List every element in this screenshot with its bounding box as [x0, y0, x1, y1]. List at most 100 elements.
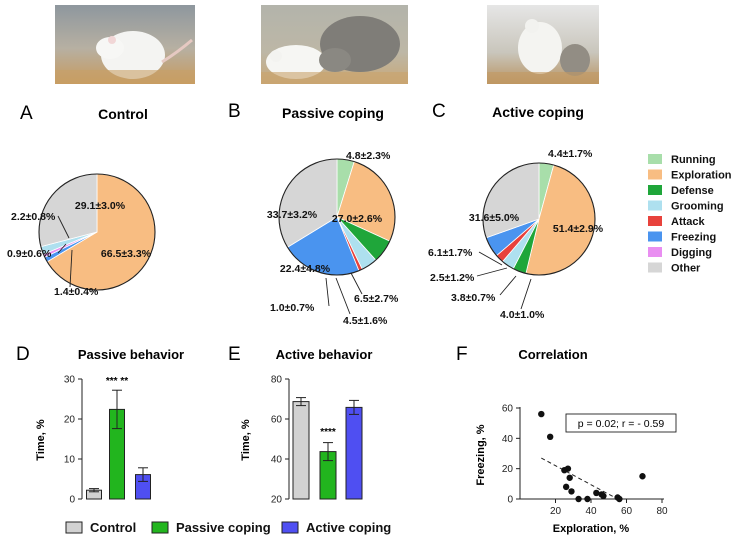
x-axis-label: Exploration, % [553, 523, 630, 535]
pie-label: 4.4±1.7% [548, 148, 593, 160]
y-tick-label: 60 [502, 404, 514, 415]
bar-chart-active-behavior: Time, % 20 40 60 80 **** [240, 375, 363, 506]
pie-label: 1.0±0.7% [270, 302, 315, 314]
y-tick-label: 20 [502, 464, 514, 475]
leader-line [57, 243, 67, 254]
scatter-point [575, 495, 582, 503]
y-tick-label: 60 [271, 415, 283, 426]
pie-chart-active [482, 162, 596, 276]
group-legend-label: Control [90, 520, 136, 535]
photo-active [487, 5, 599, 84]
pie-label: 1.4±0.4% [54, 286, 99, 298]
pie-label: 4.8±2.3% [346, 150, 391, 162]
bars-d: 0 10 20 30 [64, 375, 151, 506]
legend-label: Freezing [671, 232, 716, 244]
y-tick-label: 20 [64, 415, 76, 426]
pie-label: 51.4±2.9% [553, 223, 604, 235]
legend-swatch [648, 185, 662, 195]
pie-leader-lines [57, 215, 532, 315]
y-axis-label: Time, % [240, 419, 252, 461]
y-tick-label: 20 [271, 495, 283, 506]
y-axis-label: Time, % [35, 419, 47, 461]
panel-letter-e: E [228, 344, 241, 365]
panel-title-c: Active coping [492, 104, 584, 120]
pie-label: 4.0±1.0% [500, 309, 545, 321]
y-tick-label: 40 [502, 434, 514, 445]
legend-label: Attack [671, 216, 706, 228]
legend-label: Grooming [671, 201, 724, 213]
significance-label: *** ** [106, 376, 128, 387]
legend-label: Other [671, 263, 701, 275]
legend-swatch [648, 200, 662, 211]
y-axis-label: Freezing, % [475, 424, 487, 485]
pie-label: 66.5±3.3% [101, 248, 152, 260]
bar-active-coping [345, 406, 363, 500]
scatter-point [600, 492, 607, 500]
leader-line [57, 215, 70, 239]
y-tick-label: 30 [64, 375, 76, 386]
panel-title-b: Passive coping [282, 105, 384, 121]
scatter-point [564, 465, 572, 472]
group-legend-label: Passive coping [176, 520, 271, 535]
pie-outline [278, 158, 396, 276]
legend-swatch [648, 247, 662, 257]
photo-passive [261, 5, 408, 84]
correlation-annotation: p = 0.02; r = - 0.59 [578, 418, 665, 430]
leader-line [325, 277, 330, 307]
scatter-point [593, 489, 600, 497]
scatter-point [639, 473, 646, 480]
x-tick-label: 80 [656, 506, 668, 517]
x-tick-label: 40 [585, 506, 597, 517]
panel-title-d: Passive behavior [78, 347, 184, 362]
scatter-point [566, 474, 573, 481]
pie-label: 0.9±0.6% [7, 248, 52, 260]
pie-label: 2.5±1.2% [430, 272, 475, 284]
legend-label: Defense [671, 185, 714, 197]
leader-line [335, 277, 351, 315]
scatter-point [568, 488, 575, 495]
panel-letter-c: C [432, 101, 446, 122]
legend-label: Digging [671, 247, 712, 259]
legend-label: Exploration [671, 170, 732, 182]
significance-label: **** [320, 427, 336, 438]
panel-title-f: Correlation [518, 347, 587, 362]
pie-label: 29.1±3.0% [75, 200, 126, 212]
legend-swatch [648, 169, 662, 180]
x-tick-label: 20 [550, 506, 562, 517]
leader-line [499, 275, 517, 296]
scatter-correlation: Freezing, % Exploration, % 20 40 60 80 0 20 40… [475, 404, 677, 535]
leader-line [520, 278, 532, 310]
y-tick-label: 0 [69, 495, 75, 506]
pie-label: 2.2±0.8% [11, 211, 56, 223]
legend-label: Running [671, 154, 716, 166]
bar-control [292, 401, 310, 500]
legend-swatch [648, 154, 662, 164]
pie-labels: 66.5±3.3% 29.1±3.0% 2.2±0.8% 0.9±0.6% 1.… [7, 148, 604, 327]
group-legend-swatch [281, 521, 299, 534]
pie-chart-passive [278, 158, 396, 276]
panel-letter-d: D [16, 344, 30, 365]
leader-line [476, 267, 508, 277]
scatter-point [546, 433, 554, 441]
pie-label: 27.0±2.6% [332, 213, 383, 225]
group-legend-swatch [65, 521, 83, 534]
leader-line [478, 251, 503, 266]
panel-letter-a: A [20, 103, 33, 124]
pie-outline [38, 173, 156, 291]
group-legend-label: Active coping [306, 520, 391, 535]
pie-label: 22.4±4.8% [280, 263, 331, 275]
panel-letter-b: B [228, 101, 241, 122]
legend-swatch [648, 231, 662, 242]
panel-title-a: Control [98, 106, 148, 122]
pie-label: 6.5±2.7% [354, 293, 399, 305]
group-legend-swatch [151, 521, 169, 534]
trend-line [541, 457, 618, 500]
legend-swatch [648, 262, 662, 273]
scatter-point [562, 483, 570, 491]
pie-label: 4.5±1.6% [343, 315, 388, 327]
pie-outline [482, 162, 596, 276]
scatter-point [584, 495, 591, 503]
scatter-point [616, 495, 623, 503]
behavior-legend: Running Exploration Defense Grooming Attack F… [648, 154, 732, 275]
group-legend: Control Passive coping Active coping [65, 520, 391, 535]
